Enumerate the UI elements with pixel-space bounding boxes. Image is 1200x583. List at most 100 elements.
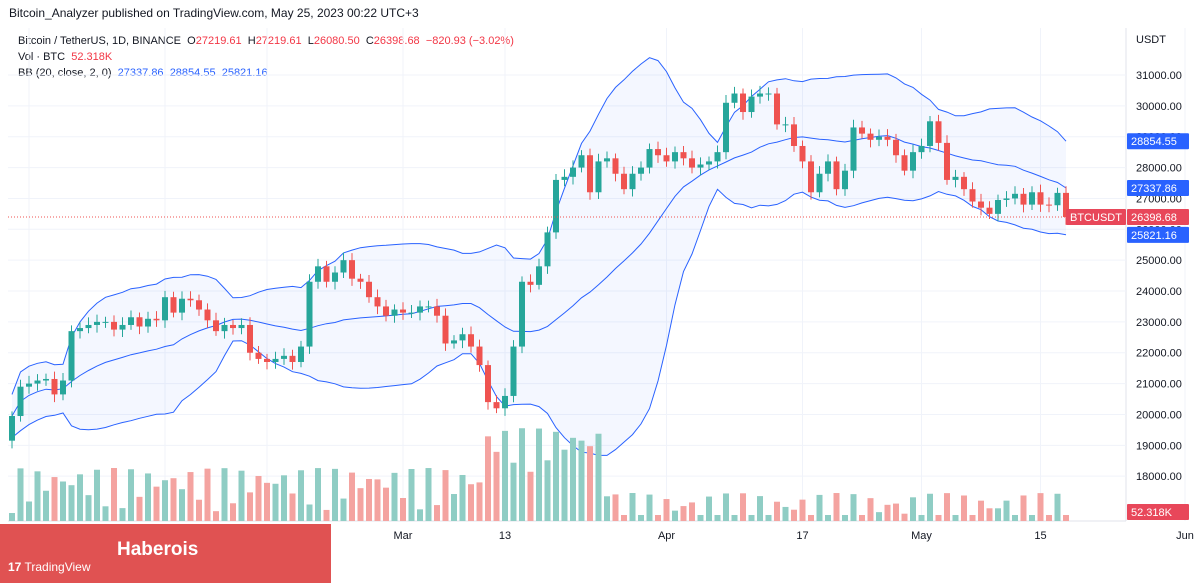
change-value: −820.93 (−3.02%) [425, 35, 514, 47]
volume-bar [689, 502, 695, 521]
volume-bar [366, 478, 372, 521]
candle-body [927, 121, 933, 146]
volume-bar [145, 473, 151, 521]
volume-bar [230, 503, 236, 521]
candle-body [816, 173, 823, 193]
candle-body [170, 297, 177, 313]
volume-bar [119, 508, 126, 521]
candle-body [672, 152, 678, 162]
candle-body [536, 266, 542, 285]
candle-body [306, 281, 313, 347]
candle-body [570, 167, 576, 177]
x-tick-label: 15 [1034, 530, 1046, 542]
bb-label[interactable]: BB (20, close, 2, 0) [18, 67, 112, 79]
volume-bar [1054, 493, 1061, 521]
volume-bar [1046, 515, 1052, 521]
candle-body [213, 320, 219, 332]
candle-body [366, 281, 372, 298]
volume-badge: 52.318K [1131, 507, 1173, 519]
candle-body [519, 281, 525, 347]
candle-body [85, 324, 92, 329]
candle-body [111, 321, 117, 330]
volume-bar [731, 515, 738, 521]
candle-body [714, 152, 721, 162]
volume-bar [629, 493, 636, 521]
volume-bar [451, 494, 457, 521]
candle-body [944, 142, 950, 180]
volume-bar [247, 492, 253, 521]
candle-body [391, 309, 398, 316]
volume-bar [986, 508, 993, 521]
candle-body [196, 300, 202, 310]
candle-body [799, 145, 806, 162]
low-label: L [307, 35, 314, 47]
volume-bar [162, 480, 168, 521]
volume-bar [833, 493, 840, 521]
y-tick-label: 18000.00 [1136, 471, 1182, 483]
candle-body [60, 380, 66, 395]
bb-legend: BB (20, close, 2, 0) 27337.86 28854.55 2… [18, 66, 268, 80]
bollinger-upper-line [11, 57, 1067, 395]
volume-bar [1020, 495, 1027, 521]
volume-bar [1029, 515, 1035, 521]
candle-body [680, 152, 687, 159]
volume-bar [1037, 493, 1044, 521]
volume-bar [859, 515, 865, 521]
y-tick-label: 21000.00 [1136, 379, 1182, 391]
last-price-badge-bg [1127, 208, 1189, 225]
volume-bar [238, 470, 245, 521]
volume-legend: Vol · BTC 52.318K [18, 50, 112, 64]
volume-bar [213, 511, 219, 521]
bollinger-basis-line [11, 135, 1067, 417]
candle-body [476, 346, 483, 366]
candle-body [604, 158, 610, 162]
volume-bar [553, 431, 559, 521]
volume-bar [289, 493, 296, 521]
candle-body [808, 161, 814, 193]
basis-band-badge: 27337.86 [1131, 183, 1177, 195]
x-tick-label: 13 [499, 530, 511, 542]
volume-bar [893, 503, 899, 521]
candle-body [400, 309, 406, 313]
volume-bar [544, 460, 551, 521]
volume-bar [765, 515, 772, 521]
volume-bar [927, 493, 933, 521]
volume-bar [357, 488, 364, 521]
volume-bar [85, 495, 92, 521]
candle-body [527, 281, 534, 285]
close-label: C [365, 35, 374, 47]
volume-label[interactable]: Vol · BTC [18, 51, 66, 63]
volume-bar [272, 483, 279, 521]
volume-bar [774, 501, 780, 521]
candle-body [102, 321, 109, 323]
candle-body [850, 127, 857, 171]
symbol-legend: Bitcoin / TetherUS, 1D, BINANCE O27219.6… [18, 34, 514, 48]
volume-bar [519, 428, 525, 521]
candle-body [1054, 192, 1061, 206]
candle-body [1029, 192, 1035, 205]
candle-body [825, 161, 831, 174]
volume-bar [612, 494, 619, 521]
x-tick-label: Mar [394, 530, 413, 542]
volume-bar [349, 472, 355, 521]
volume-bar [476, 482, 483, 521]
volume-bar [918, 515, 925, 521]
candle-body [757, 93, 763, 97]
volume-bar [706, 496, 712, 521]
volume-bar [876, 512, 882, 521]
volume-bar [493, 451, 500, 521]
symbol-name[interactable]: Bitcoin / TetherUS, 1D, BINANCE [18, 35, 182, 47]
volume-bar [663, 499, 670, 521]
close-value: 26398.68 [373, 35, 420, 47]
volume-bar [298, 470, 304, 521]
y-tick-label: 30000.00 [1136, 101, 1182, 113]
candle-body [544, 232, 551, 267]
candle-body [417, 306, 423, 313]
candle-body [145, 318, 151, 327]
y-tick-label: 22000.00 [1136, 348, 1182, 360]
candle-body [646, 149, 653, 168]
volume-badge-bg [1127, 504, 1189, 520]
volume-bar [799, 499, 806, 521]
volume-bar [995, 508, 1001, 521]
